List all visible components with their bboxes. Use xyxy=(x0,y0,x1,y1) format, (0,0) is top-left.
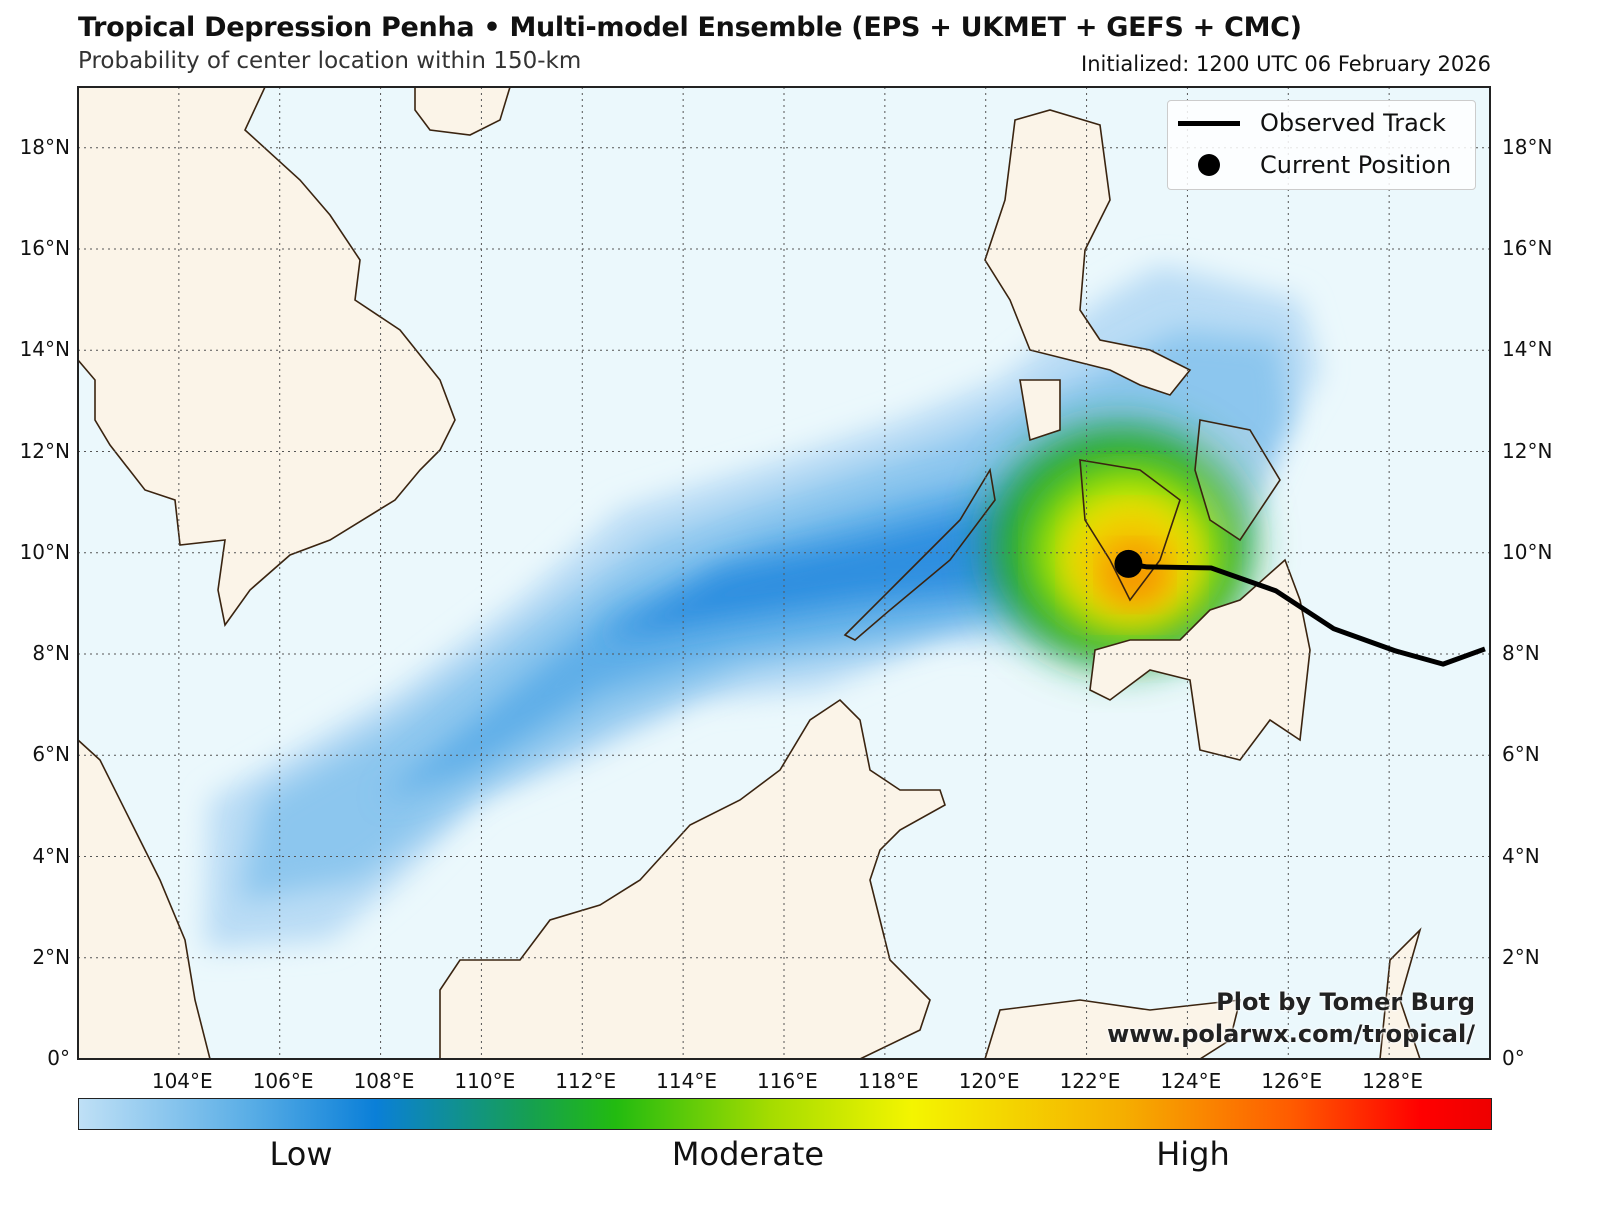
lat-tick-label-right: 10°N xyxy=(1502,539,1553,564)
lon-tick-label: 110°E xyxy=(454,1069,516,1093)
lat-tick-label-right: 18°N xyxy=(1502,134,1553,159)
chart-subtitle: Probability of center location within 15… xyxy=(78,48,582,74)
land-samar-leyte xyxy=(1194,419,1281,542)
land-panay-negros xyxy=(1079,459,1181,602)
map-legend: Observed Track Current Position xyxy=(1167,100,1476,190)
lat-tick-label-left: 6°N xyxy=(32,742,70,767)
lat-tick-label-left: 8°N xyxy=(32,641,70,665)
colorbar xyxy=(78,1098,1492,1130)
lon-tick-label: 128°E xyxy=(1362,1069,1423,1093)
land-luzon xyxy=(984,109,1192,396)
lon-tick-label: 104°E xyxy=(151,1069,213,1093)
land-mindanao xyxy=(1089,558,1311,761)
lat-tick-label-right: 14°N xyxy=(1502,337,1553,362)
legend-track-label: Observed Track xyxy=(1260,109,1446,137)
lon-tick-label: 116°E xyxy=(757,1069,818,1093)
colorbar-label-high: High xyxy=(1156,1135,1230,1173)
position-dot-swatch xyxy=(1178,154,1240,176)
lon-tick-label: 112°E xyxy=(555,1069,617,1093)
legend-item-position: Current Position xyxy=(1178,147,1451,183)
lat-tick-label-left: 18°N xyxy=(19,134,70,159)
lon-tick-label: 120°E xyxy=(958,1069,1020,1093)
lon-tick-label: 126°E xyxy=(1261,1069,1323,1093)
colorbar-label-low: Low xyxy=(269,1135,333,1173)
lat-tick-label-left: 2°N xyxy=(32,944,70,969)
land-indochina xyxy=(78,87,456,627)
lat-tick-label-left: 14°N xyxy=(19,337,70,362)
legend-position-label: Current Position xyxy=(1260,151,1452,179)
lat-tick-label-right: 4°N xyxy=(1502,843,1540,868)
colorbar-label-moderate: Moderate xyxy=(671,1135,825,1173)
lat-tick-label-right: 0° xyxy=(1502,1046,1525,1070)
lat-tick-label-left: 0° xyxy=(47,1046,70,1070)
credit-url: www.polarwx.com/tropical/ xyxy=(1107,1020,1475,1048)
lat-tick-label-right: 12°N xyxy=(1502,438,1553,463)
lat-tick-label-right: 6°N xyxy=(1502,742,1540,767)
lon-tick-label: 114°E xyxy=(656,1069,717,1093)
lat-tick-label-right: 8°N xyxy=(1502,641,1540,665)
init-time: Initialized: 1200 UTC 06 February 2026 xyxy=(1081,52,1491,76)
land-malay-peninsula xyxy=(78,738,211,1059)
observed-track-line xyxy=(1128,561,1486,667)
lat-tick-label-left: 12°N xyxy=(19,438,70,463)
land-halmahera xyxy=(1379,927,1422,1059)
lat-tick-label-left: 10°N xyxy=(19,539,70,564)
chart-title: Tropical Depression Penha • Multi-model … xyxy=(78,12,1302,43)
land-palawan xyxy=(843,467,996,641)
lat-tick-label-left: 16°N xyxy=(19,236,70,260)
gridlines xyxy=(78,87,1490,1059)
track-line-swatch xyxy=(1178,120,1240,126)
current-position-marker xyxy=(1114,549,1143,578)
lon-tick-label: 108°E xyxy=(353,1069,415,1093)
coastlines xyxy=(78,87,1422,1059)
lat-tick-label-right: 16°N xyxy=(1502,236,1553,260)
lon-tick-label: 122°E xyxy=(1059,1069,1121,1093)
land-mindoro xyxy=(1019,379,1061,442)
credit-author: Plot by Tomer Burg xyxy=(1216,988,1475,1016)
lat-tick-label-left: 4°N xyxy=(32,843,70,868)
land-sulawesi xyxy=(984,999,1242,1059)
lon-tick-label: 118°E xyxy=(857,1069,919,1093)
lat-tick-label-right: 2°N xyxy=(1502,944,1540,969)
land-hainan xyxy=(414,87,511,136)
lon-tick-label: 106°E xyxy=(252,1069,314,1093)
map-frame xyxy=(77,86,1491,1060)
lon-tick-label: 124°E xyxy=(1160,1069,1222,1093)
land-borneo xyxy=(439,698,946,1059)
legend-item-track: Observed Track xyxy=(1178,105,1446,141)
